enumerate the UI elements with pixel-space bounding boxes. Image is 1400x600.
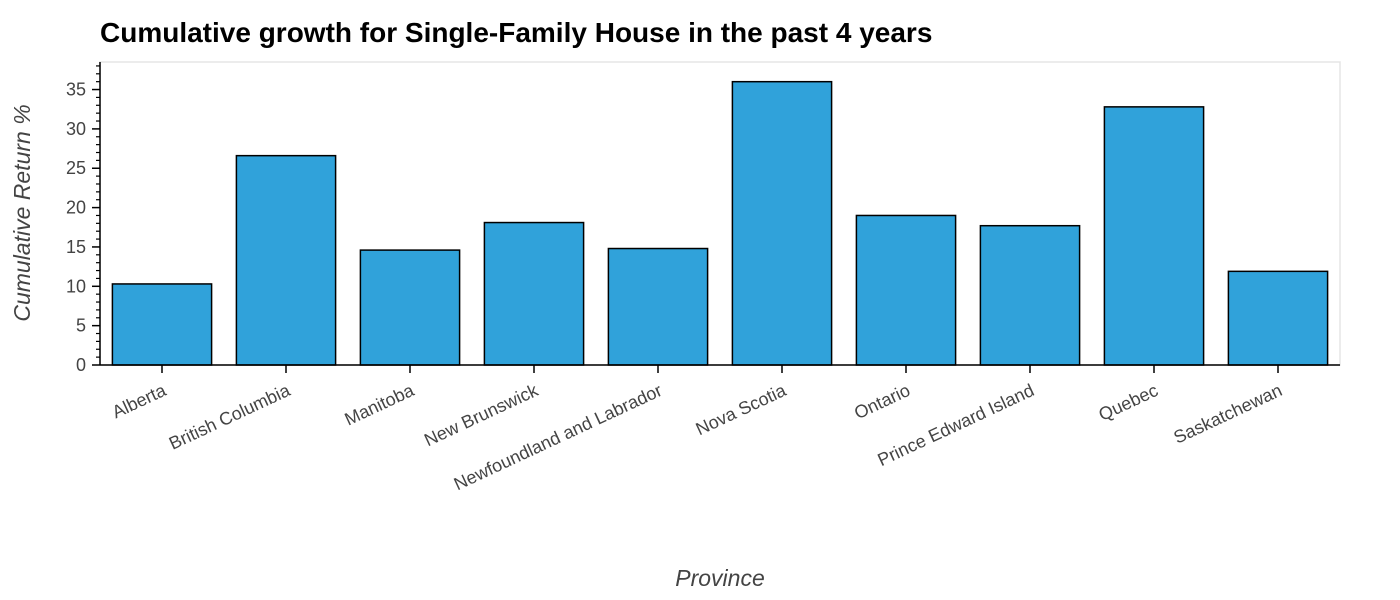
x-tick-label: New Brunswick	[421, 380, 542, 451]
bar	[483, 221, 585, 366]
bar	[111, 283, 213, 366]
y-tick-label: 20	[66, 198, 86, 218]
chart-title: Cumulative growth for Single-Family Hous…	[100, 17, 932, 48]
x-tick-label: Manitoba	[342, 380, 418, 430]
x-axis-title: Province	[675, 565, 764, 591]
x-tick-label: British Columbia	[166, 380, 294, 454]
x-tick-label: Alberta	[109, 380, 170, 423]
y-tick-label: 25	[66, 158, 86, 178]
bar	[979, 224, 1081, 366]
bar	[731, 80, 833, 366]
bar	[235, 154, 337, 366]
x-tick-label: Nova Scotia	[693, 380, 790, 440]
bar	[855, 214, 957, 366]
x-tick-label: Saskatchewan	[1171, 380, 1286, 448]
x-tick-label: Ontario	[851, 380, 913, 423]
y-axis: 0 5 10 15 20 25 30 35	[66, 62, 101, 375]
x-tick-label: Quebec	[1095, 380, 1161, 425]
y-tick-label: 5	[76, 316, 86, 336]
x-tick-label: Newfoundland and Labrador	[451, 380, 665, 494]
bars-group	[111, 80, 1329, 366]
y-tick-label: 0	[76, 355, 86, 375]
y-tick-label: 15	[66, 237, 86, 257]
y-tick-label: 10	[66, 276, 86, 296]
bar	[607, 247, 709, 366]
bar	[359, 249, 461, 366]
y-tick-label: 35	[66, 80, 86, 100]
bar	[1227, 270, 1329, 366]
y-tick-label: 30	[66, 119, 86, 139]
bar	[1103, 106, 1205, 366]
y-axis-title: Cumulative Return %	[9, 104, 35, 321]
